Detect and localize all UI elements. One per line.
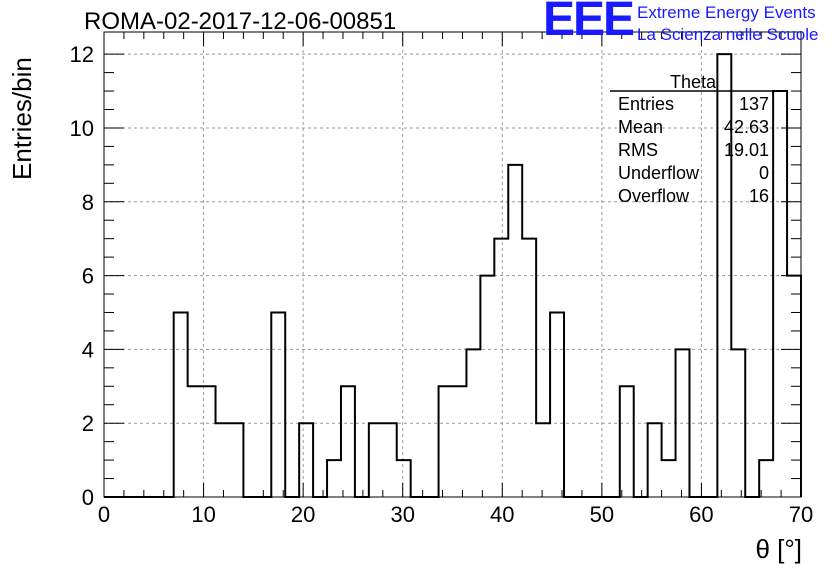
x-tick-label: 20 — [291, 502, 315, 527]
logo-subtitle-line-1: Extreme Energy Events — [637, 3, 816, 22]
stats-row-label: Mean — [618, 117, 663, 137]
histogram-bin — [216, 423, 230, 497]
histogram-bin — [508, 165, 522, 497]
stats-row-label: Entries — [618, 94, 674, 114]
stats-box-title: Theta — [670, 72, 717, 92]
histogram-bin — [662, 460, 676, 497]
histogram-bin — [620, 386, 634, 497]
y-tick-label: 0 — [82, 485, 94, 510]
x-tick-label: 10 — [191, 502, 215, 527]
plot-frame — [103, 31, 802, 498]
grid-lines — [104, 32, 801, 497]
histogram-bin — [369, 423, 383, 497]
histogram-bin — [341, 386, 355, 497]
histogram-bin — [494, 239, 508, 497]
histogram-bin — [271, 312, 285, 497]
histogram-bin — [453, 386, 467, 497]
y-tick-label: 6 — [82, 264, 94, 289]
histogram-bin — [536, 423, 550, 497]
x-tick-label: 30 — [390, 502, 414, 527]
y-tick-label: 8 — [82, 190, 94, 215]
logo-subtitle-line-2: La Scienza nelle Scuole — [637, 25, 819, 44]
histogram-bin — [522, 239, 536, 497]
eee-logo: EEE — [543, 0, 635, 46]
histogram-bin — [174, 312, 188, 497]
stats-box-rows: Entries 137 Mean 42.63 RMS 19.01 Underflow 0 Ove… — [618, 94, 769, 206]
stats-row-label: Underflow — [618, 163, 700, 183]
x-tick-label: 40 — [490, 502, 514, 527]
histogram-bin — [731, 349, 745, 497]
histogram-bin — [480, 276, 494, 497]
stats-row-value: 0 — [759, 163, 769, 183]
x-tick-label: 60 — [689, 502, 713, 527]
stats-row-label: Overflow — [618, 186, 690, 206]
stats-box: Theta Entries 137 Mean 42.63 RMS 19.01 Underfl… — [610, 72, 778, 206]
histogram-bin — [327, 460, 341, 497]
histogram-bin — [439, 386, 453, 497]
y-tick-label: 4 — [82, 337, 94, 362]
x-axis-label: θ [°] — [755, 534, 802, 564]
stats-row-value: 16 — [749, 186, 769, 206]
histogram-bin — [383, 423, 397, 497]
y-tick-label: 2 — [82, 411, 94, 436]
x-tick-label: 0 — [98, 502, 110, 527]
histogram-bin — [188, 386, 202, 497]
stats-row-value: 137 — [739, 94, 769, 114]
axis-ticks — [103, 32, 802, 498]
histogram-bin — [299, 423, 313, 497]
stats-row-label: RMS — [618, 140, 658, 160]
histogram-bin — [648, 423, 662, 497]
y-axis-label: Entries/bin — [7, 57, 37, 180]
stats-row-value: 19.01 — [724, 140, 769, 160]
x-tick-label: 50 — [590, 502, 614, 527]
y-tick-label: 10 — [70, 116, 94, 141]
stats-row-value: 42.63 — [724, 117, 769, 137]
axis-tick-labels: 0 10 20 30 40 50 60 70 0 2 4 6 8 10 12 — [70, 42, 814, 527]
x-tick-label: 70 — [789, 502, 813, 527]
histogram-bin — [397, 460, 411, 497]
run-title: ROMA-02-2017-12-06-00851 — [84, 8, 397, 35]
histogram-bin — [550, 312, 564, 497]
histogram-bin — [229, 423, 243, 497]
y-tick-label: 12 — [70, 42, 94, 67]
